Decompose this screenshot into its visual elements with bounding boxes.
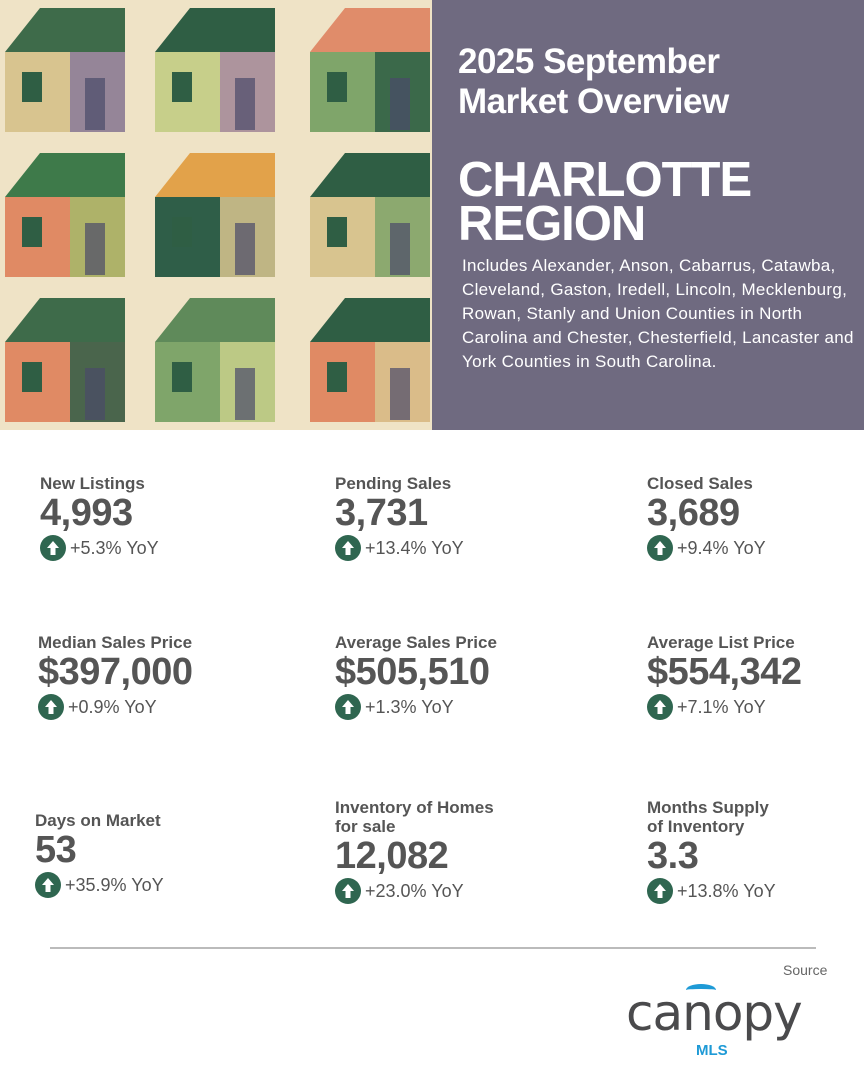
stat-change-text: +23.0% YoY [365,880,464,901]
logo-arc-icon [686,984,716,996]
stat-change-text: +5.3% YoY [70,537,159,558]
canopy-mls-logo: canopy MLS [626,984,841,1064]
arrow-up-icon [35,872,61,898]
houses-svg [5,8,430,422]
stat-change: +9.4% YoY [647,535,766,561]
stat-change: +0.9% YoY [38,694,193,720]
stat-change-text: +13.4% YoY [365,537,464,558]
stat-change: +13.4% YoY [335,535,464,561]
stat-card: Pending Sales 3,731 +13.4% YoY [335,474,464,561]
stat-change-text: +0.9% YoY [68,696,157,717]
stat-card: Average List Price $554,342 +7.1% YoY [647,633,802,720]
stat-label: Pending Sales [335,474,452,493]
stat-label: Days on Market [35,811,161,830]
stat-card: Days on Market 53 +35.9% YoY [35,811,164,898]
stat-label: Median Sales Price [38,633,193,652]
house-icon [5,153,125,277]
stat-label: Average List Price [647,633,795,652]
title-line-1: 2025 September [458,42,720,81]
arrow-up-icon [335,694,361,720]
stat-value: 3.3 [647,835,699,877]
stat-value: $505,510 [335,651,490,693]
stat-change-text: +9.4% YoY [677,537,766,558]
stat-label: Average Sales Price [335,633,497,652]
arrow-up-icon [647,535,673,561]
logo-mls: MLS [696,1042,728,1059]
stat-value: 53 [35,829,77,871]
arrow-up-icon [40,535,66,561]
page-title: 2025 September Market Overview [458,42,729,122]
houses-illustration [0,0,432,430]
stat-value: $554,342 [647,651,802,693]
stat-value: $397,000 [38,651,193,693]
stat-label: Months Supply of Inventory [647,798,769,836]
stat-card: Average Sales Price $505,510 +1.3% YoY [335,633,497,720]
header-panel: 2025 September Market Overview CHARLOTTE… [432,0,864,430]
stat-card: Months Supply of Inventory 3.3 +13.8% Yo… [647,798,787,904]
stat-card: Closed Sales 3,689 +9.4% YoY [647,474,766,561]
stat-label: New Listings [40,474,145,493]
region-description: Includes Alexander, Anson, Cabarrus, Cat… [462,256,854,371]
house-icon [155,298,275,422]
logo-word: canopy [626,984,803,1042]
stat-value: 12,082 [335,835,449,877]
stat-value: 4,993 [40,492,133,534]
stat-change: +1.3% YoY [335,694,497,720]
arrow-up-icon [38,694,64,720]
region-line-1: CHARLOTTE [458,153,752,207]
house-icon [310,298,430,422]
arrow-up-icon [335,535,361,561]
house-icon [155,153,275,277]
arrow-up-icon [647,694,673,720]
stat-label: Closed Sales [647,474,753,493]
stat-value: 3,689 [647,492,740,534]
stat-value: 3,731 [335,492,428,534]
stat-change: +35.9% YoY [35,872,164,898]
stat-change-text: +13.8% YoY [677,880,776,901]
stat-change-text: +35.9% YoY [65,874,164,895]
region-line-2: REGION [458,197,646,251]
house-icon [5,298,125,422]
arrow-up-icon [335,878,361,904]
stat-change: +7.1% YoY [647,694,802,720]
house-icon [5,8,125,132]
stat-card: Median Sales Price $397,000 +0.9% YoY [38,633,193,720]
stat-card: Inventory of Homes for sale 12,082 +23.0… [335,798,520,904]
house-icon [310,8,430,132]
stat-change-text: +1.3% YoY [365,696,454,717]
region-title: CHARLOTTE REGION [458,153,752,251]
source-label: Source [783,962,828,978]
house-icon [155,8,275,132]
divider [50,947,816,949]
stat-change: +5.3% YoY [40,535,159,561]
stat-change-text: +7.1% YoY [677,696,766,717]
house-icon [310,153,430,277]
stat-label: Inventory of Homes for sale [335,798,494,836]
stat-card: New Listings 4,993 +5.3% YoY [40,474,159,561]
stat-change: +23.0% YoY [335,878,520,904]
stat-change: +13.8% YoY [647,878,787,904]
arrow-up-icon [647,878,673,904]
title-line-2: Market Overview [458,82,729,121]
